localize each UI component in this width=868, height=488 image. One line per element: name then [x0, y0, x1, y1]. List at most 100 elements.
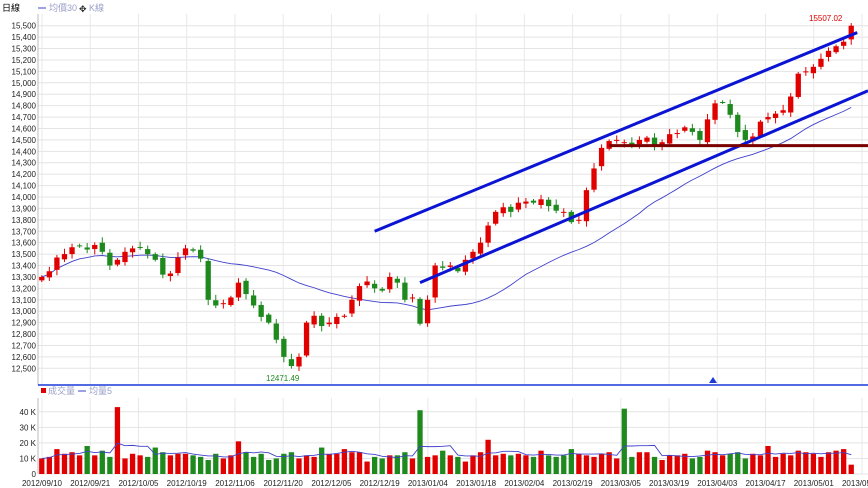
volume-bar	[39, 458, 45, 474]
candle-body	[356, 286, 363, 301]
price-axis: 12,500 12,600 12,700 12,800 12,900 13,000 13,1…	[12, 22, 37, 374]
candle-body	[137, 247, 143, 249]
price-tick-label: 13,800	[12, 216, 37, 225]
candle-body	[213, 300, 219, 306]
price-tick-label: 12,900	[12, 319, 37, 328]
candle-body	[394, 278, 400, 283]
candle-body	[205, 260, 211, 300]
price-tick-label: 13,700	[12, 227, 37, 236]
price-tick-label: 14,900	[12, 90, 37, 99]
candle-body	[545, 199, 552, 207]
volume-bar	[523, 455, 529, 474]
volume-bar	[538, 450, 544, 474]
date-tick-label: 2012/09/10	[22, 479, 63, 488]
price-tick-label: 13,300	[12, 273, 37, 282]
volume-bar	[296, 458, 302, 474]
candle-body	[364, 281, 370, 286]
volume-bar	[107, 456, 113, 474]
candle-body	[409, 297, 416, 299]
candle-body	[803, 71, 809, 73]
volume-bar	[281, 453, 287, 474]
candle-body	[220, 303, 226, 305]
candle-body	[651, 137, 658, 147]
volume-bar	[636, 452, 643, 474]
volume-bar	[145, 456, 151, 474]
candle-body	[76, 245, 83, 247]
volume-bar	[674, 455, 680, 474]
date-tick-label: 2012/12/05	[311, 479, 352, 488]
low-annotation: 12471.49	[266, 374, 300, 383]
volume-legend-label: 成交量	[48, 385, 75, 396]
volume-bar	[387, 455, 393, 474]
candle-body	[447, 265, 453, 267]
volume-bar	[772, 456, 779, 474]
price-tick-label: 15,300	[12, 45, 37, 54]
volume-bar	[712, 452, 718, 474]
channel-lower-line	[419, 89, 868, 285]
volume-bar	[349, 452, 355, 474]
volume-bar	[470, 455, 476, 474]
volume-bar	[417, 410, 423, 474]
volume-bar	[682, 453, 688, 474]
k-legend-label: K線	[89, 2, 104, 13]
volume-bar	[409, 458, 416, 474]
volume-bar	[167, 455, 174, 474]
volume-bar	[591, 456, 597, 474]
grid	[37, 14, 868, 475]
price-tick-label: 12,600	[12, 353, 37, 362]
candle-body	[197, 249, 204, 259]
candle-body	[644, 137, 650, 142]
volume-bar	[175, 453, 181, 474]
price-tick-label: 14,300	[12, 159, 37, 168]
candle-body	[182, 248, 189, 256]
candle-body	[39, 276, 45, 281]
price-tick-label: 12,800	[12, 330, 37, 339]
candle-body	[727, 104, 733, 115]
candle-body	[659, 142, 665, 145]
candle-body	[795, 73, 801, 97]
high-annotation: 15507.02	[809, 14, 843, 23]
date-tick-label: 2013/01/18	[456, 479, 497, 488]
volume-bar	[553, 456, 559, 474]
volume-bar	[757, 455, 764, 474]
candle-body	[697, 130, 703, 140]
candle-body	[704, 119, 711, 143]
candle-body	[757, 121, 764, 137]
volume-bar	[704, 450, 711, 474]
volume-bar	[810, 453, 817, 474]
date-tick-label: 2013/04/03	[697, 479, 738, 488]
period-label: 日線	[2, 2, 20, 13]
price-tick-label: 13,900	[12, 204, 37, 213]
date-tick-label: 2013/03/05	[601, 479, 642, 488]
volume-bar	[644, 452, 650, 474]
candle-body	[266, 314, 272, 323]
price-tick-label: 13,100	[12, 296, 37, 305]
candlestick-series	[39, 23, 854, 371]
candle-body	[319, 315, 325, 327]
volume-bar	[621, 408, 627, 474]
date-tick-label: 2012/11/06	[215, 479, 255, 488]
candle-body	[417, 298, 423, 324]
volume-bar	[477, 452, 484, 474]
volume-bar	[258, 453, 264, 474]
price-tick-label: 13,600	[12, 239, 37, 248]
candle-body	[818, 58, 824, 67]
candle-body	[538, 199, 544, 205]
candle-body	[228, 297, 234, 306]
volume-bar	[273, 458, 279, 474]
volume-bar	[515, 453, 522, 474]
volume-bar	[614, 458, 620, 474]
price-tick-label: 15,000	[12, 79, 37, 88]
candle-body	[689, 128, 696, 132]
volume-bar	[561, 455, 567, 474]
candle-body	[311, 315, 317, 325]
volume-bar	[568, 449, 574, 474]
candle-body	[341, 315, 348, 317]
price-tick-label: 14,500	[12, 136, 37, 145]
candle-body	[440, 266, 446, 268]
date-tick-label: 2012/10/05	[118, 479, 159, 488]
volume-bar	[250, 456, 257, 474]
volume-bar	[122, 458, 128, 474]
trend-overlays	[374, 31, 868, 285]
